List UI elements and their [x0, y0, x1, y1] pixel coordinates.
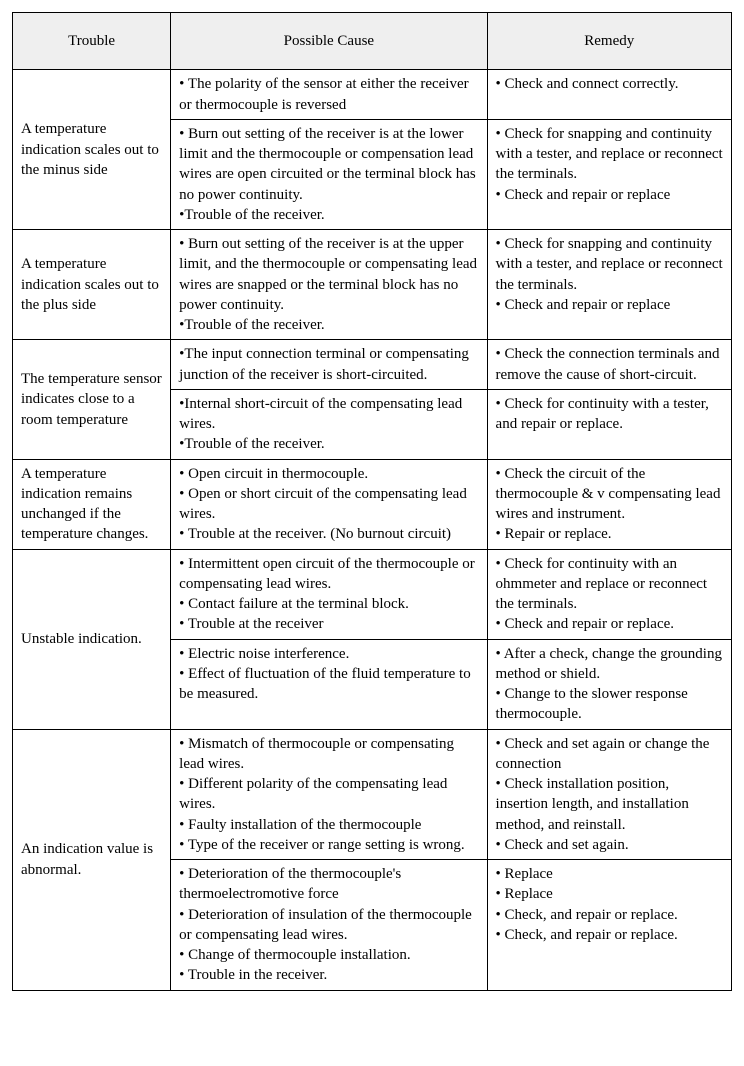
cause-cell: •Internal short-circuit of the compensat… [171, 389, 487, 459]
cause-cell: • Intermittent open circuit of the therm… [171, 549, 487, 639]
table-row: A temperature indication scales out to t… [13, 70, 732, 120]
table-row: An indication value is abnormal. • Misma… [13, 729, 732, 860]
troubleshooting-table: Trouble Possible Cause Remedy A temperat… [12, 12, 732, 991]
remedy-cell: • After a check, change the grounding me… [487, 639, 731, 729]
trouble-cell: A temperature indication scales out to t… [13, 70, 171, 230]
cause-cell: • Burn out setting of the receiver is at… [171, 119, 487, 229]
table-row: Unstable indication. • Intermittent open… [13, 549, 732, 639]
cause-cell: • Burn out setting of the receiver is at… [171, 230, 487, 340]
table-row: The temperature sensor indicates close t… [13, 340, 732, 390]
trouble-cell: The temperature sensor indicates close t… [13, 340, 171, 459]
cause-cell: • Open circuit in thermocouple.• Open or… [171, 459, 487, 549]
remedy-cell: • Check for continuity with an ohmmeter … [487, 549, 731, 639]
remedy-cell: • Check and connect correctly. [487, 70, 731, 120]
trouble-cell: An indication value is abnormal. [13, 729, 171, 990]
trouble-cell: A temperature indication remains unchang… [13, 459, 171, 549]
header-cause: Possible Cause [171, 13, 487, 70]
remedy-cell: • Replace• Replace• Check, and repair or… [487, 860, 731, 991]
table-row: A temperature indication scales out to t… [13, 230, 732, 340]
trouble-cell: Unstable indication. [13, 549, 171, 729]
cause-cell: • Mismatch of thermocouple or compensati… [171, 729, 487, 860]
remedy-cell: • Check the connection terminals and rem… [487, 340, 731, 390]
header-trouble: Trouble [13, 13, 171, 70]
cause-cell: • Deterioration of the thermocouple's th… [171, 860, 487, 991]
cause-cell: • The polarity of the sensor at either t… [171, 70, 487, 120]
cause-cell: •The input connection terminal or compen… [171, 340, 487, 390]
trouble-cell: A temperature indication scales out to t… [13, 230, 171, 340]
header-row: Trouble Possible Cause Remedy [13, 13, 732, 70]
remedy-cell: • Check and set again or change the conn… [487, 729, 731, 860]
header-remedy: Remedy [487, 13, 731, 70]
remedy-cell: • Check for snapping and continuity with… [487, 230, 731, 340]
remedy-cell: • Check for continuity with a tester, an… [487, 389, 731, 459]
remedy-cell: • Check for snapping and continuity with… [487, 119, 731, 229]
remedy-cell: • Check the circuit of the thermocouple … [487, 459, 731, 549]
cause-cell: • Electric noise interference.• Effect o… [171, 639, 487, 729]
table-row: A temperature indication remains unchang… [13, 459, 732, 549]
